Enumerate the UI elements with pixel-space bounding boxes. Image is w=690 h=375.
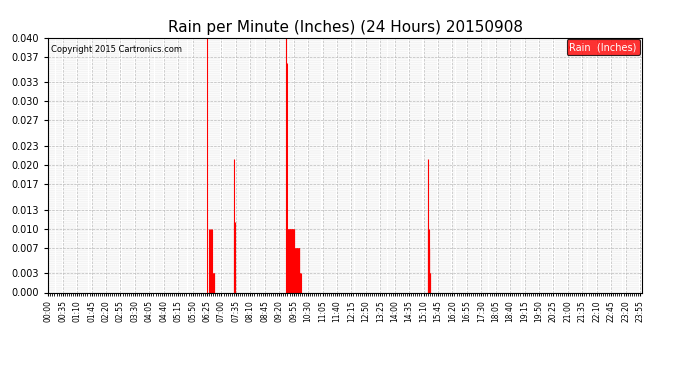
Text: Copyright 2015 Cartronics.com: Copyright 2015 Cartronics.com [51,45,182,54]
Title: Rain per Minute (Inches) (24 Hours) 20150908: Rain per Minute (Inches) (24 Hours) 2015… [168,20,522,35]
Legend: Rain  (Inches): Rain (Inches) [566,39,640,55]
